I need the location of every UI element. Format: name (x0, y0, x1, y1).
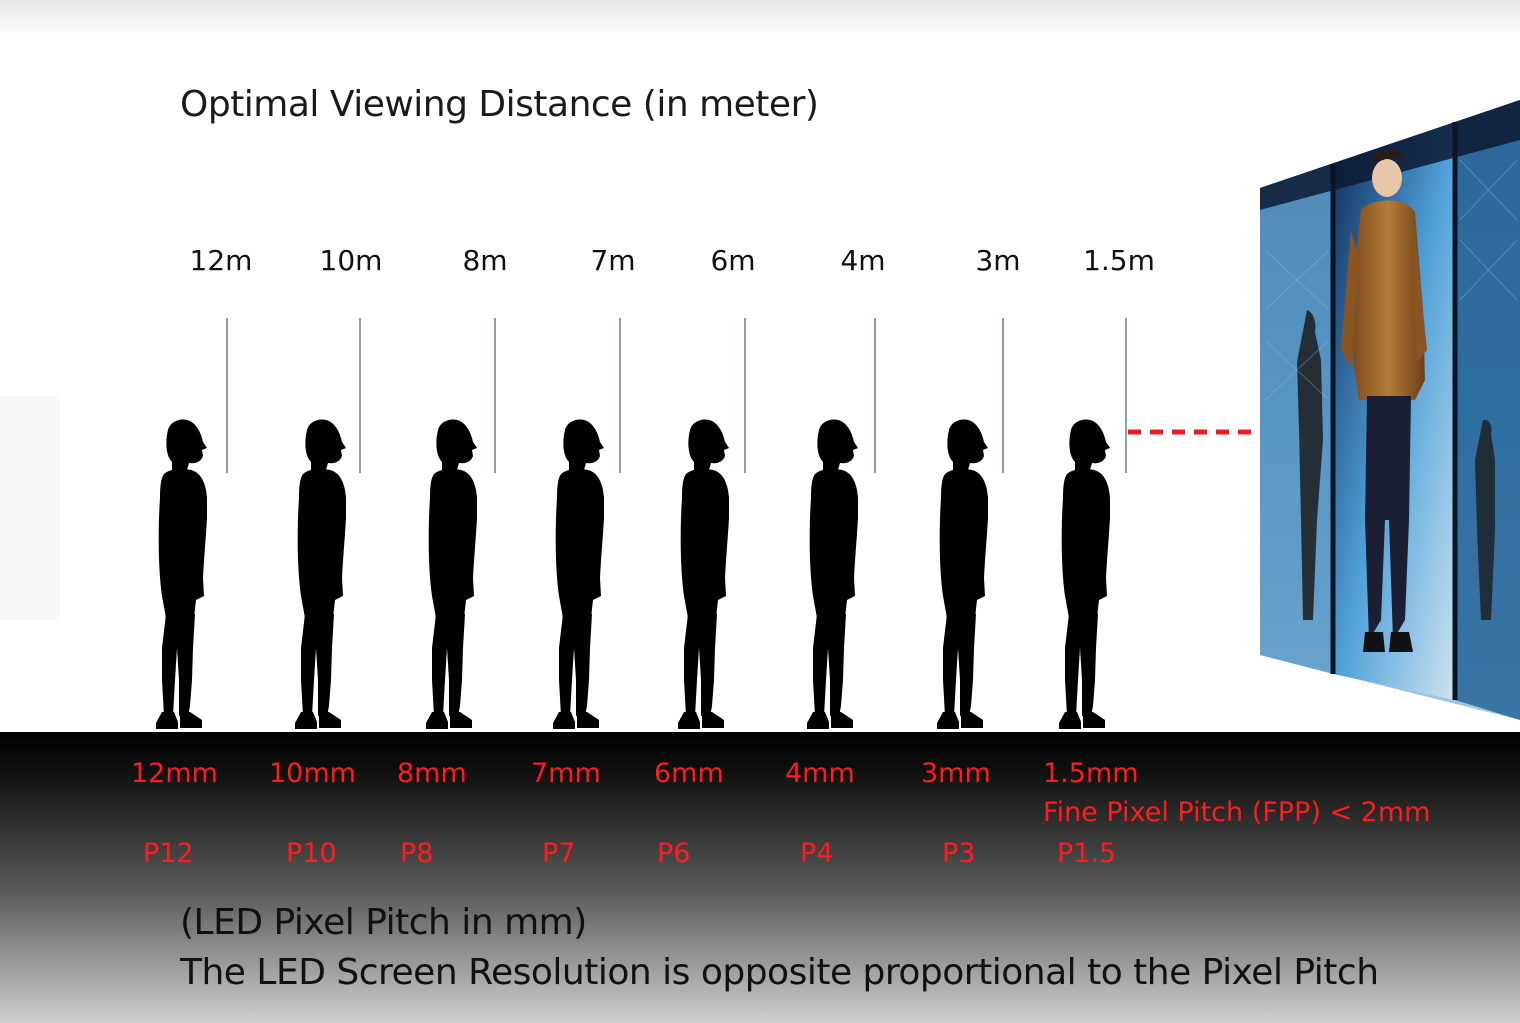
led-video-wall-image (1260, 100, 1520, 720)
pitch-mm-label: 8mm (397, 758, 467, 789)
distance-label: 1.5m (1083, 244, 1155, 277)
sightline-marker (1125, 318, 1127, 473)
sightline-marker (226, 318, 228, 473)
distance-label: 12m (189, 244, 253, 277)
footer-note-resolution: The LED Screen Resolution is opposite pr… (180, 952, 1379, 993)
background-panel (0, 396, 60, 620)
standing-person-silhouette-icon (426, 419, 477, 729)
sightline-marker (874, 318, 876, 473)
pitch-mm-label: 4mm (785, 758, 855, 789)
distance-label: 3m (975, 244, 1021, 277)
pitch-code-label: P12 (143, 838, 194, 869)
pitch-code-label: P4 (800, 838, 834, 869)
pitch-code-label: P1.5 (1057, 838, 1117, 869)
footer-note-pitch: (LED Pixel Pitch in mm) (180, 902, 587, 943)
distance-label: 4m (840, 244, 886, 277)
pitch-mm-label: 12mm (131, 758, 218, 789)
sightline-marker (1002, 318, 1004, 473)
sightline-marker (619, 318, 621, 473)
distance-label: 7m (590, 244, 636, 277)
sightline-marker (744, 318, 746, 473)
standing-person-silhouette-icon (937, 419, 988, 729)
pitch-mm-label: 7mm (531, 758, 601, 789)
standing-person-silhouette-icon (1059, 419, 1110, 729)
sightline-marker (494, 318, 496, 473)
pitch-mm-label: 3mm (921, 758, 991, 789)
standing-person-silhouette-icon (295, 419, 346, 729)
distance-label: 10m (319, 244, 383, 277)
pitch-mm-label: 10mm (269, 758, 356, 789)
pitch-code-label: P7 (542, 838, 576, 869)
pitch-code-label: P10 (286, 838, 337, 869)
floor-band (0, 732, 1520, 1023)
distance-label: 6m (710, 244, 756, 277)
pitch-code-label: P6 (657, 838, 691, 869)
standing-person-silhouette-icon (553, 419, 604, 729)
pitch-mm-label: 1.5mm (1043, 758, 1139, 789)
pitch-mm-label: 6mm (654, 758, 724, 789)
pitch-code-label: P8 (400, 838, 434, 869)
standing-person-silhouette-icon (807, 419, 858, 729)
diagram-title: Optimal Viewing Distance (in meter) (180, 84, 819, 125)
sightline-marker (359, 318, 361, 473)
pitch-code-label: P3 (942, 838, 976, 869)
distance-label: 8m (462, 244, 508, 277)
standing-person-silhouette-icon (678, 419, 729, 729)
standing-person-silhouette-icon (156, 419, 207, 729)
fpp-note: Fine Pixel Pitch (FPP) < 2mm (1043, 797, 1431, 828)
